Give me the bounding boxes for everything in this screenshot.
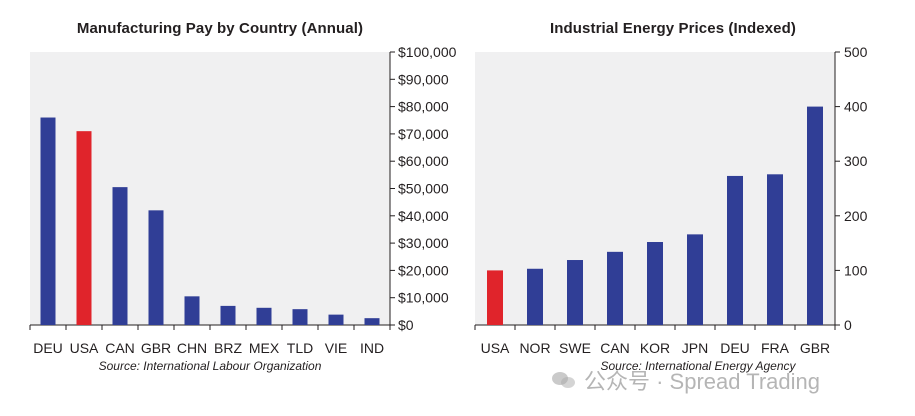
left-y-tick-label: $60,000 (398, 153, 449, 169)
right-y-tick-label: 0 (844, 317, 852, 333)
left-x-label-ind: IND (360, 340, 384, 356)
right-chart-source: Source: International Energy Agency (600, 359, 796, 373)
left-y-tick-label: $40,000 (398, 208, 449, 224)
right-x-label-nor: NOR (519, 340, 550, 356)
right-y-tick-label: 100 (844, 262, 868, 278)
right-x-label-kor: KOR (640, 340, 670, 356)
right-x-label-usa: USA (481, 340, 510, 356)
left-x-label-mex: MEX (249, 340, 280, 356)
left-bar-tld (292, 309, 308, 325)
right-y-tick-label: 500 (844, 44, 868, 60)
watermark-text: 公众号 · Spread Trading (584, 369, 820, 394)
left-y-tick-label: $50,000 (398, 181, 449, 197)
right-bar-gbr (807, 106, 823, 325)
right-bar-deu (727, 175, 743, 325)
left-y-tick-label: $70,000 (398, 126, 449, 142)
left-chart-source: Source: International Labour Organizatio… (98, 359, 322, 373)
right-x-label-gbr: GBR (800, 340, 830, 356)
left-bar-brz (220, 305, 236, 325)
left-chart-title: Manufacturing Pay by Country (Annual) (76, 20, 364, 37)
left-y-tick-label: $100,000 (398, 44, 457, 60)
left-bar-can (112, 187, 128, 325)
right-x-label-deu: DEU (720, 340, 750, 356)
left-bar-usa (76, 131, 92, 325)
right-bar-kor (647, 242, 663, 325)
right-chart-panel: Industrial Energy Prices (Indexed) 0 100 2… (458, 0, 915, 416)
right-x-label-swe: SWE (559, 340, 591, 356)
left-y-tick-label: $80,000 (398, 99, 449, 115)
left-x-label-usa: USA (70, 340, 99, 356)
left-chart-plot: $0 $10,000 $20,000 $30,000 $40,000 $50,000 $60… (29, 44, 457, 356)
wechat-icon (552, 370, 578, 390)
left-chart-panel: Manufacturing Pay by Country (Annual) $0… (0, 0, 457, 416)
right-y-tick-label: 300 (844, 153, 868, 169)
right-bar-swe (567, 260, 583, 325)
left-y-tick-label: $0 (398, 317, 414, 333)
left-y-tick-label: $10,000 (398, 290, 449, 306)
left-x-label-can: CAN (105, 340, 135, 356)
left-y-tick-label: $30,000 (398, 235, 449, 251)
right-x-label-fra: FRA (761, 340, 790, 356)
right-y-tick-label: 200 (844, 208, 868, 224)
left-bar-deu (40, 117, 56, 326)
left-bar-ind (364, 318, 380, 325)
right-chart-title: Industrial Energy Prices (Indexed) (550, 20, 796, 37)
left-x-label-vie: VIE (325, 340, 348, 356)
left-bar-chn (184, 296, 200, 325)
left-bar-mex (256, 307, 272, 325)
right-chart-plot: 0 100 200 300 400 500 USA NOR SWE CAN KOR JPN DEU FRA… (474, 44, 868, 356)
left-x-label-tld: TLD (287, 340, 313, 356)
left-x-label-gbr: GBR (141, 340, 171, 356)
watermark: 公众号 · Spread Trading (552, 366, 892, 394)
right-bar-can (607, 251, 623, 325)
right-bar-jpn (687, 234, 703, 325)
left-bar-vie (328, 314, 344, 325)
right-bar-usa (487, 270, 503, 325)
left-x-label-deu: DEU (33, 340, 63, 356)
right-x-label-can: CAN (600, 340, 630, 356)
left-x-label-chn: CHN (177, 340, 207, 356)
left-x-label-brz: BRZ (214, 340, 242, 356)
right-y-tick-label: 400 (844, 99, 868, 115)
right-bar-nor (527, 268, 543, 325)
left-y-tick-label: $90,000 (398, 71, 449, 87)
left-y-tick-label: $20,000 (398, 262, 449, 278)
right-x-label-jpn: JPN (682, 340, 708, 356)
left-bar-gbr (148, 210, 164, 325)
right-bar-fra (767, 174, 783, 325)
